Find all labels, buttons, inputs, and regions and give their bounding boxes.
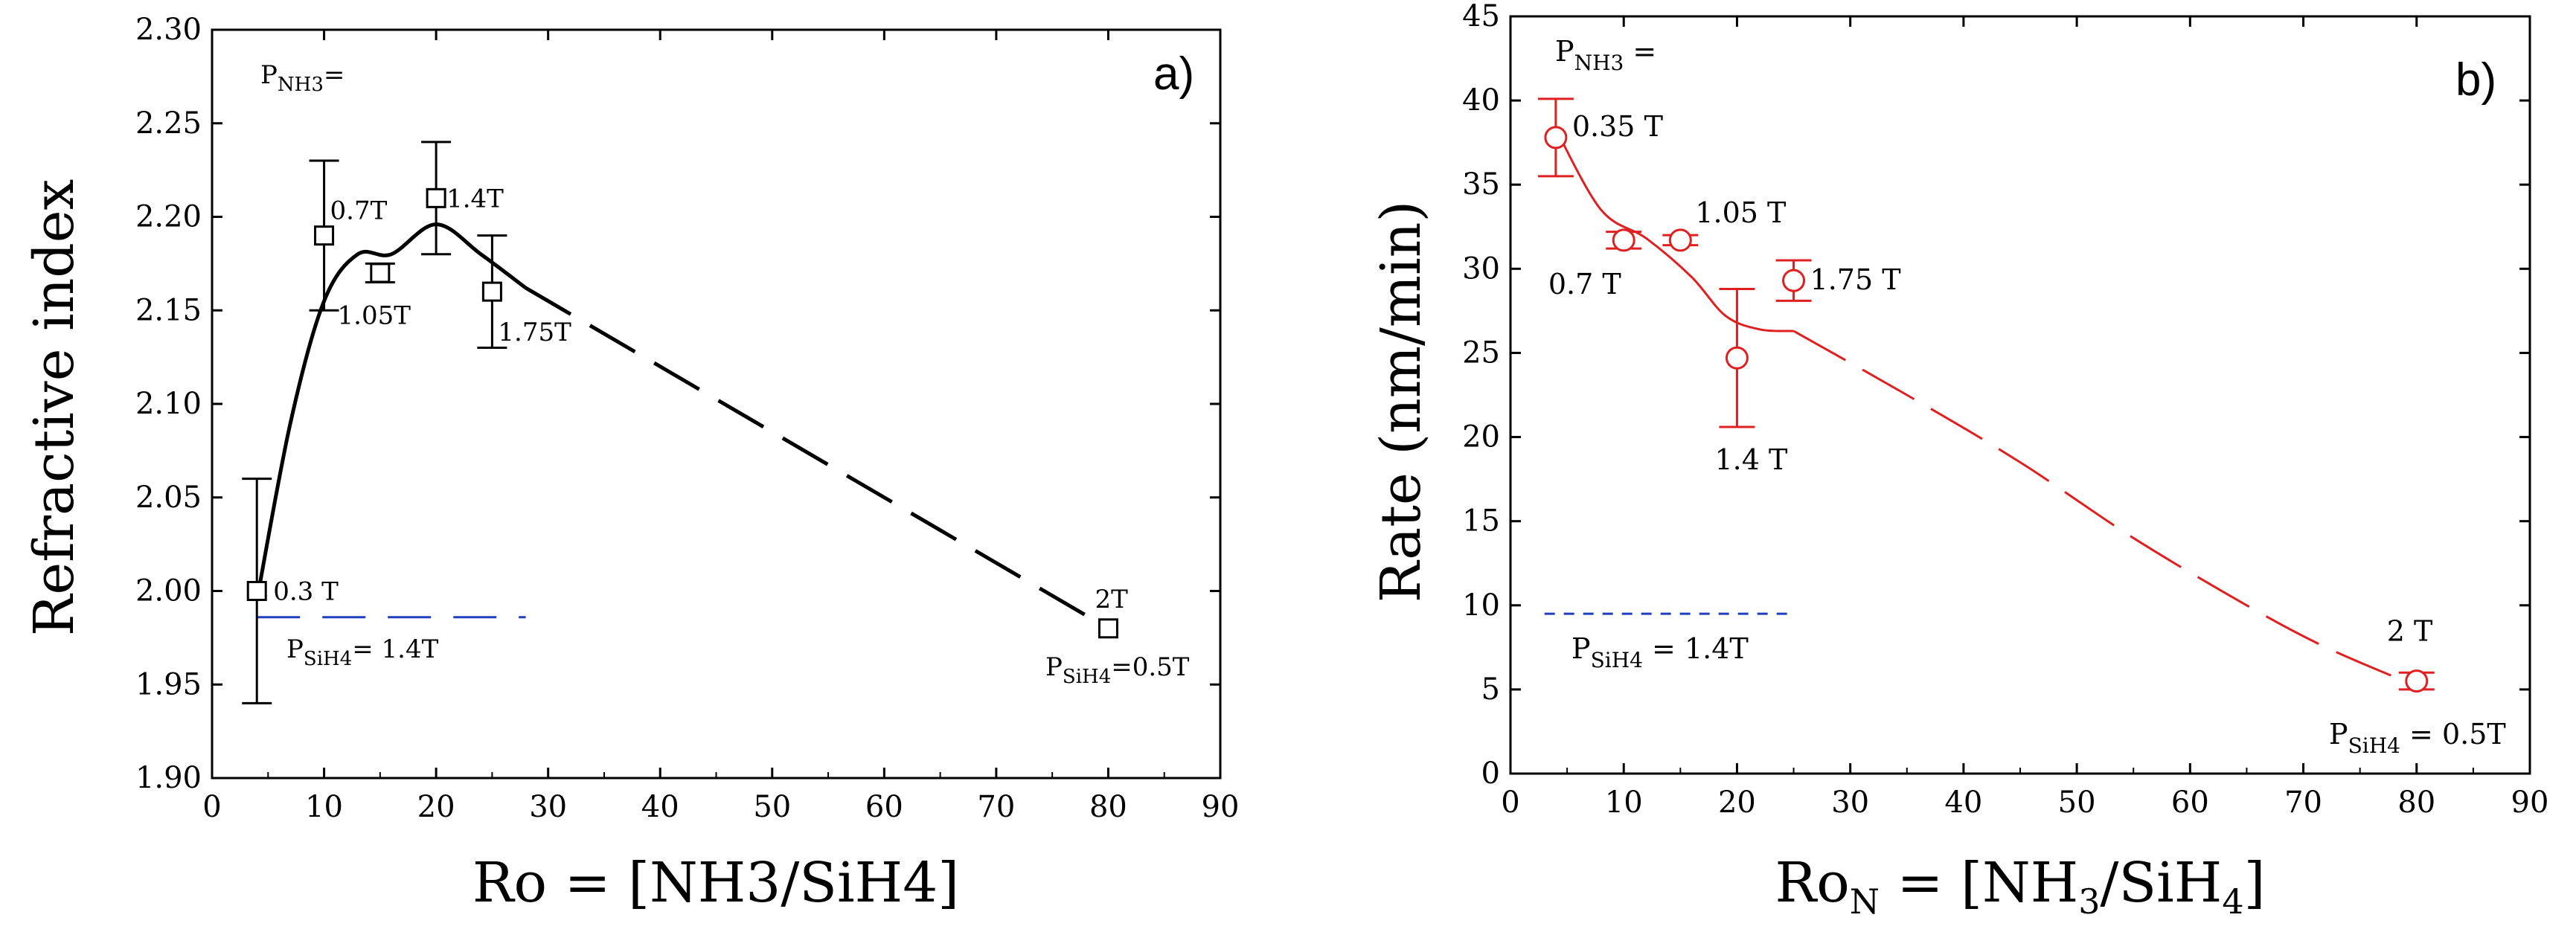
b-x-tick-label: 0 (1501, 785, 1519, 820)
a-point-label: 0.3 T (273, 577, 339, 607)
b-data-point-2 (1612, 228, 1635, 252)
b-x-tick-label: 50 (2058, 785, 2096, 820)
a-point-label: 1.75T (498, 318, 571, 347)
b-x-tick-label: 20 (1718, 785, 1756, 820)
a-x-tick-label: 0 (202, 790, 221, 824)
a-x-tick-label: 60 (865, 790, 903, 824)
a-psih4-high-label: PSiH4=0.5T (1045, 652, 1190, 688)
b-y-tick-label: 20 (1462, 420, 1500, 454)
a-x-tick-label: 40 (641, 790, 679, 824)
b-y-tick-label: 40 (1462, 83, 1500, 118)
a-x-tick-label: 30 (529, 790, 567, 824)
b-x-tick-label: 40 (1944, 785, 1982, 820)
a-point-label: 1.05T (338, 301, 411, 330)
a-data-point-4 (426, 187, 446, 208)
b-x-tick-label: 70 (2284, 785, 2322, 820)
a-data-point-6 (1098, 618, 1118, 639)
b-x-axis-title: RoN = [NH3/SiH4] (1775, 851, 2266, 922)
a-x-tick-label: 90 (1202, 790, 1240, 824)
b-y-tick-label: 25 (1462, 335, 1500, 370)
a-psih4-low-label: PSiH4= 1.4T (286, 634, 439, 670)
a-y-tick-label: 1.90 (135, 761, 202, 795)
b-y-tick-label: 10 (1462, 588, 1500, 623)
b-fit-curve-solid (1554, 128, 1794, 332)
a-point-label: 1.4T (446, 184, 504, 213)
a-y-tick-label: 2.00 (135, 574, 202, 608)
b-y-tick-label: 15 (1462, 504, 1500, 539)
b-pnh3-label: PNH3 = (1555, 35, 1656, 75)
b-y-tick-label: 30 (1462, 251, 1500, 286)
b-psih4-low-label: PSiH4 = 1.4T (1571, 632, 1749, 672)
a-point-label: 2T (1095, 585, 1128, 614)
b-point-label: 1.05 T (1695, 196, 1786, 229)
a-data-point-2 (314, 225, 335, 246)
b-point-label: 1.4 T (1714, 443, 1787, 476)
b-point-label: 0.7 T (1548, 268, 1621, 301)
b-panel-label: b) (2455, 54, 2496, 106)
b-point-label: 2 T (2387, 615, 2433, 648)
a-data-point-1 (246, 581, 267, 601)
a-pnh3-label: PNH3= (260, 60, 345, 96)
a-y-tick-label: 2.25 (135, 106, 202, 141)
a-fit-curve-solid (254, 222, 528, 601)
a-y-tick-label: 2.20 (135, 200, 202, 234)
a-data-point-5 (481, 281, 502, 302)
b-y-tick-label: 0 (1481, 756, 1500, 791)
a-panel-label: a) (1153, 48, 1194, 100)
b-y-tick-label: 45 (1462, 0, 1500, 33)
b-y-tick-label: 35 (1462, 167, 1500, 202)
a-x-tick-label: 80 (1089, 790, 1127, 824)
b-x-tick-label: 30 (1831, 785, 1869, 820)
b-psih4-high-label: PSiH4 = 0.5T (2329, 718, 2506, 758)
b-x-tick-label: 10 (1605, 785, 1643, 820)
a-y-tick-label: 1.95 (135, 667, 202, 701)
a-x-tick-label: 20 (417, 790, 455, 824)
b-point-label: 1.75 T (1810, 263, 1901, 296)
b-data-point-5 (1782, 269, 1806, 292)
a-y-tick-label: 2.15 (135, 293, 202, 327)
b-data-point-3 (1668, 228, 1692, 252)
a-fit-curve-dashed (525, 286, 1109, 630)
a-x-axis-title: Ro = [NH3/SiH4] (472, 851, 959, 915)
a-y-tick-label: 2.10 (135, 387, 202, 421)
a-point-label: 0.7T (330, 196, 388, 226)
b-data-point-1 (1544, 126, 1568, 150)
b-x-tick-label: 80 (2397, 785, 2435, 820)
a-x-tick-label: 70 (977, 790, 1015, 824)
a-x-tick-label: 50 (753, 790, 791, 824)
b-fit-curve-dashed (1792, 330, 2418, 687)
b-x-tick-label: 90 (2511, 785, 2549, 820)
panel-b: 0 10 20 30 40 50 60 70 80 90 0 5 10 15 20 25 30 35 40 45 0.3… (1369, 0, 2548, 922)
b-x-tick-label: 60 (2171, 785, 2209, 820)
b-data-point-6 (2405, 669, 2429, 693)
a-y-tick-label: 2.30 (135, 13, 202, 47)
a-data-point-3 (370, 263, 391, 283)
b-y-axis-title: Rate (nm/min) (1369, 201, 1433, 603)
b-point-label: 0.35 T (1572, 110, 1663, 143)
a-x-tick-label: 10 (305, 790, 343, 824)
panel-a: 0 10 20 30 40 50 60 70 80 90 1.90 1.95 2.00 2.05 2.10 2… (22, 13, 1239, 915)
a-y-axis-title: Refractive index (22, 179, 86, 637)
b-data-point-4 (1725, 346, 1749, 370)
a-y-tick-label: 2.05 (135, 481, 202, 515)
b-y-tick-label: 5 (1481, 672, 1500, 707)
